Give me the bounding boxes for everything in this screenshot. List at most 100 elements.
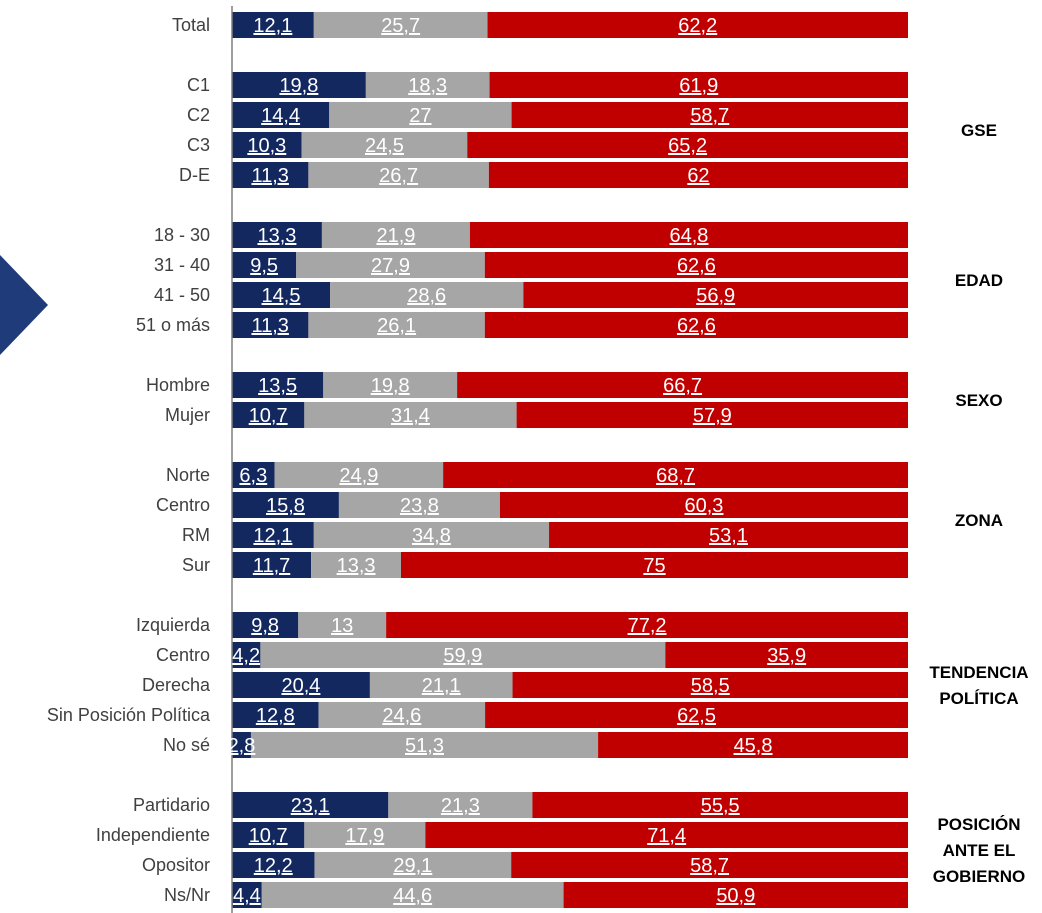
value-label: 19,8	[279, 75, 318, 97]
group-label: ZONA	[955, 511, 1003, 530]
value-label: 13,3	[257, 225, 296, 247]
bar-segment-2	[296, 252, 485, 278]
value-label: 24,9	[339, 465, 378, 487]
value-label: 2,8	[228, 735, 256, 757]
category-label: C2	[187, 105, 210, 125]
bar-segment-2	[304, 402, 517, 428]
bar-segment-1	[232, 12, 314, 38]
category-label: Mujer	[165, 405, 210, 425]
bar-segment-1	[232, 552, 312, 578]
bar-segment-3	[425, 822, 908, 848]
bar-segment-3	[523, 282, 908, 308]
value-label: 24,5	[365, 135, 404, 157]
bar-segment-1	[232, 372, 324, 398]
category-label: D-E	[179, 165, 210, 185]
value-label: 62,5	[677, 705, 716, 727]
group-label: POLÍTICA	[939, 689, 1018, 708]
category-labels: Total C1 C2 C3 D-E 18 - 30 31 - 40 41 - 50 51 o …	[47, 15, 211, 905]
category-label: 41 - 50	[154, 285, 210, 305]
value-label: 9,8	[251, 615, 279, 637]
bar-segment-1	[232, 822, 305, 848]
bar-segment-2	[260, 642, 666, 668]
category-label: Centro	[156, 645, 210, 665]
arrow-marker	[0, 255, 48, 355]
value-label: 50,9	[716, 885, 755, 907]
value-label: 62,6	[677, 255, 716, 277]
category-label: Sin Posición Política	[47, 705, 211, 725]
bar-segment-1	[232, 852, 315, 878]
bar-segment-3	[488, 162, 908, 188]
category-label: Centro	[156, 495, 210, 515]
bar-segment-1	[232, 882, 262, 908]
bar-segment-3	[467, 132, 908, 158]
bar-segment-2	[308, 312, 485, 338]
bar-segment-1	[232, 282, 331, 308]
group-label: POSICIÓN	[937, 815, 1020, 834]
group-labels: GSE EDAD SEXO ZONA TENDENCIA POLÍTICA POSICIÓN…	[929, 121, 1028, 886]
category-label: 18 - 30	[154, 225, 210, 245]
bar-segment-2	[313, 12, 488, 38]
category-label: Ns/Nr	[164, 885, 210, 905]
bar-segment-2	[301, 132, 468, 158]
value-label: 60,3	[685, 495, 724, 517]
value-label: 58,7	[690, 855, 729, 877]
bar-segment-3	[563, 882, 908, 908]
value-label: 58,7	[690, 105, 729, 127]
value-label: 71,4	[647, 825, 686, 847]
bar-segment-3	[512, 672, 908, 698]
category-label: RM	[182, 525, 210, 545]
value-label: 29,1	[393, 855, 432, 877]
bar-segment-3	[401, 552, 908, 578]
bar-segment-1	[232, 402, 305, 428]
category-label: Izquierda	[136, 615, 211, 635]
bar-segment-1	[232, 252, 297, 278]
group-label: GSE	[961, 121, 997, 140]
bar-segment-2	[313, 522, 550, 548]
value-label: 4,2	[232, 645, 260, 667]
value-label: 6,3	[239, 465, 267, 487]
bar-segment-2	[365, 72, 490, 98]
category-label: Total	[172, 15, 210, 35]
value-label: 64,8	[670, 225, 709, 247]
group-label: EDAD	[955, 271, 1003, 290]
value-label: 44,6	[393, 885, 432, 907]
category-label: No sé	[163, 735, 210, 755]
value-label: 18,3	[408, 75, 447, 97]
bar-segment-2	[250, 732, 599, 758]
bar-segment-2	[323, 372, 458, 398]
bar-segment-2	[314, 852, 512, 878]
value-label: 34,8	[412, 525, 451, 547]
bar-segment-1	[232, 222, 322, 248]
value-label: 10,7	[249, 825, 288, 847]
value-label: 15,8	[266, 495, 305, 517]
value-label: 65,2	[668, 135, 707, 157]
bar-segment-2	[338, 492, 500, 518]
value-label: 11,3	[251, 315, 288, 337]
bar-segment-3	[511, 102, 908, 128]
bar-segment-2	[369, 672, 513, 698]
value-label: 26,1	[377, 315, 416, 337]
group-label: GOBIERNO	[933, 867, 1026, 886]
value-label: 17,9	[345, 825, 384, 847]
value-label: 77,2	[628, 615, 667, 637]
value-label: 53,1	[709, 525, 748, 547]
bar-segment-3	[484, 312, 908, 338]
value-label: 10,3	[247, 135, 286, 157]
category-label: C3	[187, 135, 210, 155]
value-label: 26,7	[379, 165, 418, 187]
bar-segment-1	[232, 312, 309, 338]
category-label: 51 o más	[136, 315, 210, 335]
value-label: 13,5	[258, 375, 297, 397]
value-label: 27,9	[371, 255, 410, 277]
bars-layer	[232, 12, 908, 908]
bar-segment-2	[388, 792, 533, 818]
group-label: SEXO	[955, 391, 1002, 410]
category-label: Sur	[182, 555, 210, 575]
bar-segment-1	[232, 732, 251, 758]
value-label: 61,9	[679, 75, 718, 97]
value-label: 14,4	[261, 105, 300, 127]
value-label: 11,7	[253, 555, 290, 577]
bar-segment-3	[485, 702, 908, 728]
value-label: 31,4	[391, 405, 430, 427]
value-label: 68,7	[656, 465, 695, 487]
